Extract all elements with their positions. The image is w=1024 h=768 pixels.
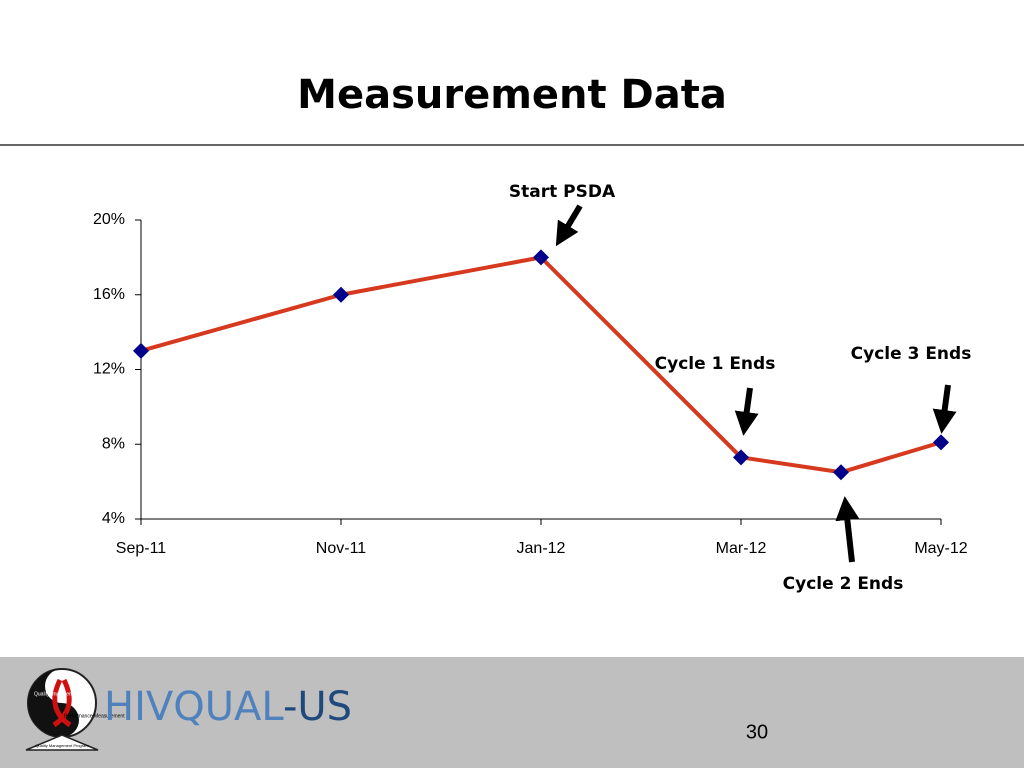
annotation: Cycle 2 Ends (783, 574, 904, 594)
y-tick-label: 20% (93, 211, 125, 228)
marker (933, 434, 949, 451)
line-segment (539, 255, 743, 460)
marker (533, 249, 549, 266)
x-tick-label: Jan-12 (517, 540, 566, 557)
logo-text: HIVQUAL-US (104, 684, 352, 730)
y-tick-label: 4% (102, 510, 125, 527)
line-segment (739, 455, 843, 475)
logo-part: -US (283, 684, 352, 730)
logo-base (25, 734, 99, 751)
x-tick-label: Mar-12 (716, 540, 767, 557)
y-tick-label: 8% (102, 435, 125, 452)
annotation: Cycle 3 Ends (851, 344, 972, 364)
line-segment (139, 292, 343, 353)
annotation: Start PSDA (509, 182, 616, 202)
marker (333, 286, 349, 303)
badge-text: Quality Management Program (35, 743, 89, 748)
badge-text: Performance Measurement (64, 713, 125, 719)
badge-text: Quality Improvement (34, 691, 81, 697)
footer-band (0, 657, 1024, 768)
logo-badge: Quality Improvement Performance Measurem… (25, 668, 125, 751)
page-number: 30 (746, 721, 768, 743)
line-segment (339, 255, 543, 297)
slide-title: Measurement Data (297, 72, 727, 118)
y-tick-label: 16% (93, 286, 125, 303)
marker (833, 464, 849, 481)
x-tick-label: May-12 (914, 540, 967, 557)
marker (133, 342, 149, 359)
arrow (932, 384, 957, 434)
logo-part: HIVQUAL (104, 684, 284, 730)
arrow (555, 204, 583, 247)
line-segment (839, 440, 943, 475)
annotation: Cycle 1 Ends (655, 354, 776, 374)
x-tick-label: Nov-11 (316, 540, 366, 557)
logo-ribbon (52, 678, 72, 728)
y-tick-label: 12% (93, 361, 125, 378)
arrow (835, 496, 860, 563)
marker (733, 449, 749, 466)
arrow (734, 387, 759, 436)
x-tick-label: Sep-11 (116, 540, 167, 557)
